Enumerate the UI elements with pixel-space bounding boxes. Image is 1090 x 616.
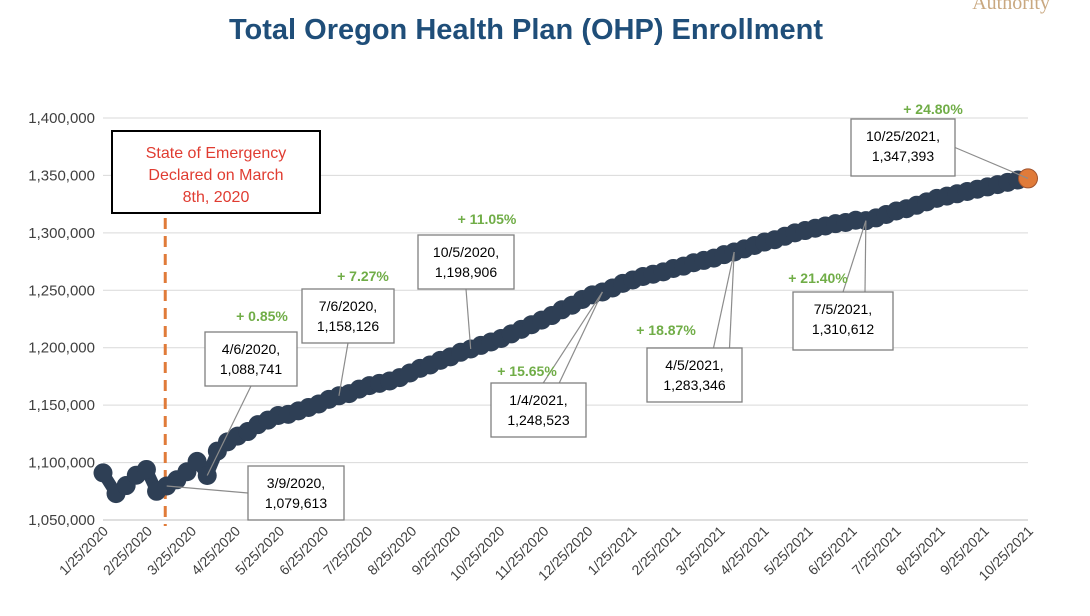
percent-label: + 24.80%: [903, 101, 963, 117]
callout-text: 10/25/2021,: [866, 128, 940, 144]
callout-box: [646, 347, 743, 403]
callout-layer: 3/9/2020, 1,079,613 4/6/2020, 1,088,741 7/6/…: [166, 101, 1029, 521]
callout-box: [204, 331, 298, 387]
callout-text: 3/9/2020,: [267, 475, 325, 491]
callout-text: 1/4/2021,: [509, 392, 567, 408]
percent-label: + 15.65%: [497, 363, 557, 379]
callout-box: [247, 465, 345, 521]
callout-leader: [728, 251, 735, 349]
data-point: [187, 451, 207, 471]
data-point: [136, 459, 156, 479]
y-tick-label: 1,150,000: [28, 397, 95, 414]
callout-box: [792, 291, 894, 351]
callout-text: 1,347,393: [872, 148, 934, 164]
event-layer: State of Emergency Declared on March 8th, …: [111, 130, 321, 526]
callout-text: 10/5/2020,: [433, 244, 499, 260]
callout-leader: [542, 291, 603, 384]
event-label-box: [111, 130, 321, 214]
callout-leader: [465, 288, 472, 350]
y-tick-label: 1,050,000: [28, 512, 95, 529]
callout-box: [850, 118, 956, 177]
callout-text: 1,079,613: [265, 495, 327, 511]
callout-text: 4/6/2020,: [222, 341, 280, 357]
callout-leader: [864, 220, 867, 293]
percent-label: + 11.05%: [458, 211, 517, 227]
event-label-line: Declared on March: [148, 167, 283, 184]
y-tick-label: 1,250,000: [28, 282, 95, 299]
callout-box: [417, 234, 515, 290]
callout-leader: [558, 291, 603, 384]
callout-text: 1,248,523: [507, 412, 569, 428]
callout-text: 1,283,346: [663, 377, 725, 393]
percent-label: + 0.85%: [236, 308, 288, 324]
callout-leader: [842, 220, 867, 293]
y-tick-label: 1,400,000: [28, 110, 95, 127]
data-point: [93, 463, 113, 483]
series-layer: [93, 168, 1038, 504]
callout-box: [301, 288, 395, 344]
chart-title: Total Oregon Health Plan (OHP) Enrollmen…: [228, 14, 823, 46]
callout-leader: [954, 146, 1029, 179]
callout-leader: [712, 251, 735, 349]
y-tick-label: 1,350,000: [28, 167, 95, 184]
callout-text: 1,198,906: [435, 264, 497, 280]
callout-text: 7/5/2021,: [814, 301, 872, 317]
callout-text: 7/6/2020,: [319, 298, 377, 314]
callout-box: [490, 382, 587, 438]
event-label-line: State of Emergency: [146, 145, 287, 162]
event-label-line: 8th, 2020: [183, 189, 250, 206]
callout-text: 1,088,741: [220, 361, 282, 377]
percent-label: + 7.27%: [337, 268, 389, 284]
y-tick-label: 1,200,000: [28, 340, 95, 357]
callout-leader: [206, 385, 252, 476]
logo-text: Authority: [972, 0, 1050, 14]
callout-leader: [166, 485, 249, 494]
callout-text: 1,158,126: [317, 318, 379, 334]
y-tick-label: 1,300,000: [28, 225, 95, 242]
callout-leader: [338, 342, 349, 396]
percent-label: + 18.87%: [636, 322, 696, 338]
callout-text: 4/5/2021,: [665, 357, 723, 373]
callout-text: 1,310,612: [812, 321, 874, 337]
y-tick-label: 1,100,000: [28, 455, 95, 472]
percent-label: + 21.40%: [788, 270, 848, 286]
